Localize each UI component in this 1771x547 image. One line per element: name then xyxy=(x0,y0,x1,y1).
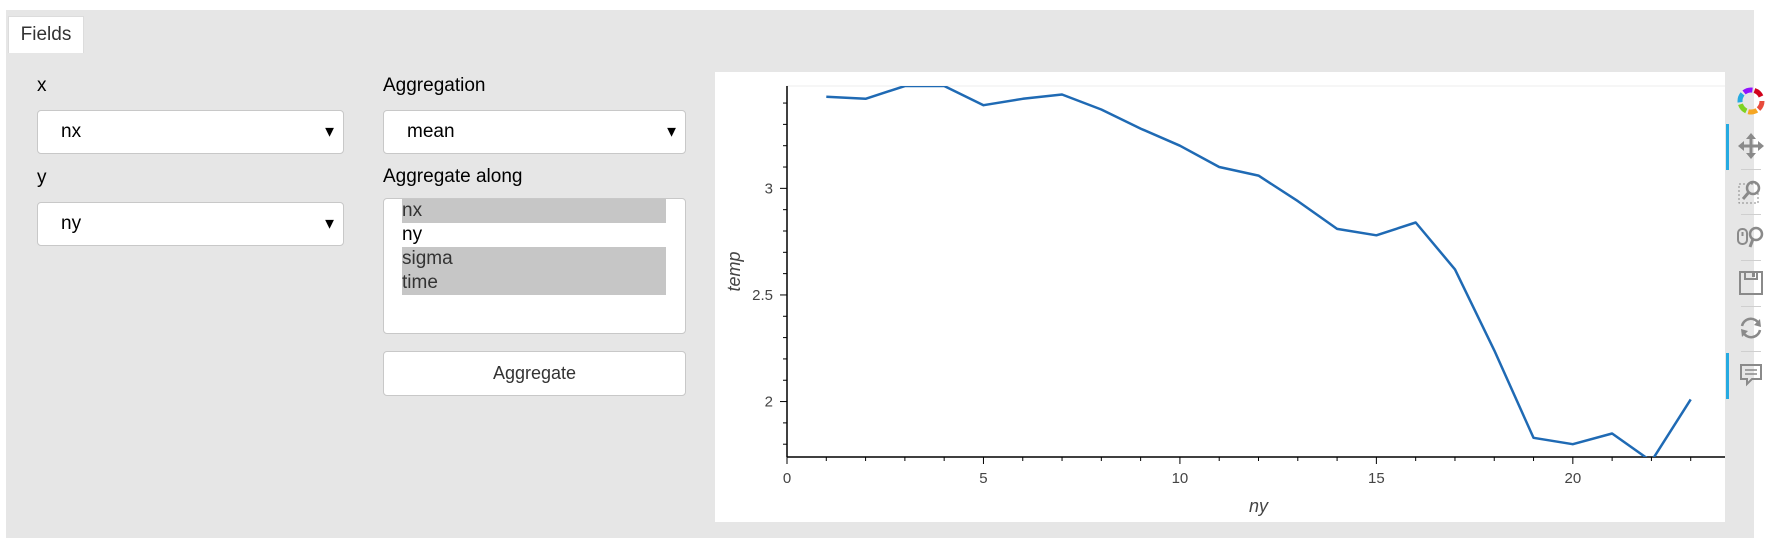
toolbar-divider xyxy=(1741,351,1761,352)
toolbar-divider xyxy=(1741,306,1761,307)
y-tick-label: 3 xyxy=(765,180,773,197)
aggregation-label: Aggregation xyxy=(383,75,486,96)
reset-icon[interactable] xyxy=(1736,313,1766,343)
aggregate-along-label: Aggregate along xyxy=(383,166,523,187)
chevron-down-icon: ▼ xyxy=(664,123,679,141)
aggregation-select-value: mean xyxy=(407,121,455,142)
aggregate-button[interactable]: Aggregate xyxy=(383,351,686,396)
aggregation-select[interactable]: mean ▼ xyxy=(383,110,686,154)
tab-fields[interactable]: Fields xyxy=(8,16,84,53)
series-line-0 xyxy=(826,86,1692,457)
hover-icon[interactable] xyxy=(1736,360,1766,390)
option-nx[interactable]: nx xyxy=(402,199,666,223)
box-zoom-icon[interactable] xyxy=(1736,176,1766,206)
x-tick-label: 0 xyxy=(783,470,791,487)
x-select-value: nx xyxy=(61,121,82,142)
chevron-down-icon: ▼ xyxy=(322,123,337,141)
toolbar-divider xyxy=(1741,214,1761,215)
bokeh-logo-icon[interactable] xyxy=(1736,86,1766,116)
y-select-value: ny xyxy=(61,213,82,234)
pan-icon[interactable] xyxy=(1736,131,1766,161)
save-icon[interactable] xyxy=(1736,268,1766,298)
y-axis-label: temp xyxy=(724,251,744,291)
y-tick-label: 2 xyxy=(765,394,773,411)
x-axis-label: ny xyxy=(1249,496,1269,516)
option-time[interactable]: time xyxy=(402,271,666,295)
toolbar-divider xyxy=(1741,169,1761,170)
option-ny[interactable]: ny xyxy=(402,224,423,245)
x-tick-label: 10 xyxy=(1172,470,1189,487)
x-tick-label: 15 xyxy=(1368,470,1385,487)
active-tool-indicator xyxy=(1726,124,1729,170)
y-select[interactable]: ny ▼ xyxy=(37,202,344,246)
option-sigma[interactable]: sigma xyxy=(402,247,666,271)
toolbar-divider xyxy=(1741,260,1761,261)
plot-area[interactable]: 0 5 10 15 20 2 2.5 3 ny temp xyxy=(715,72,1725,522)
plot-frame xyxy=(786,85,1725,458)
x-select[interactable]: nx ▼ xyxy=(37,110,344,154)
aggregate-along-multiselect[interactable]: nx ny sigma time xyxy=(383,198,686,334)
line-chart: 0 5 10 15 20 2 2.5 3 ny temp xyxy=(724,85,1725,516)
x-label: x xyxy=(37,75,47,96)
x-tick-label: 20 xyxy=(1564,470,1581,487)
wheel-zoom-icon[interactable] xyxy=(1736,222,1766,252)
y-label: y xyxy=(37,167,47,188)
y-tick-label: 2.5 xyxy=(752,287,773,304)
x-tick-label: 5 xyxy=(979,470,987,487)
chevron-down-icon: ▼ xyxy=(322,215,337,233)
active-tool-indicator xyxy=(1726,353,1729,399)
